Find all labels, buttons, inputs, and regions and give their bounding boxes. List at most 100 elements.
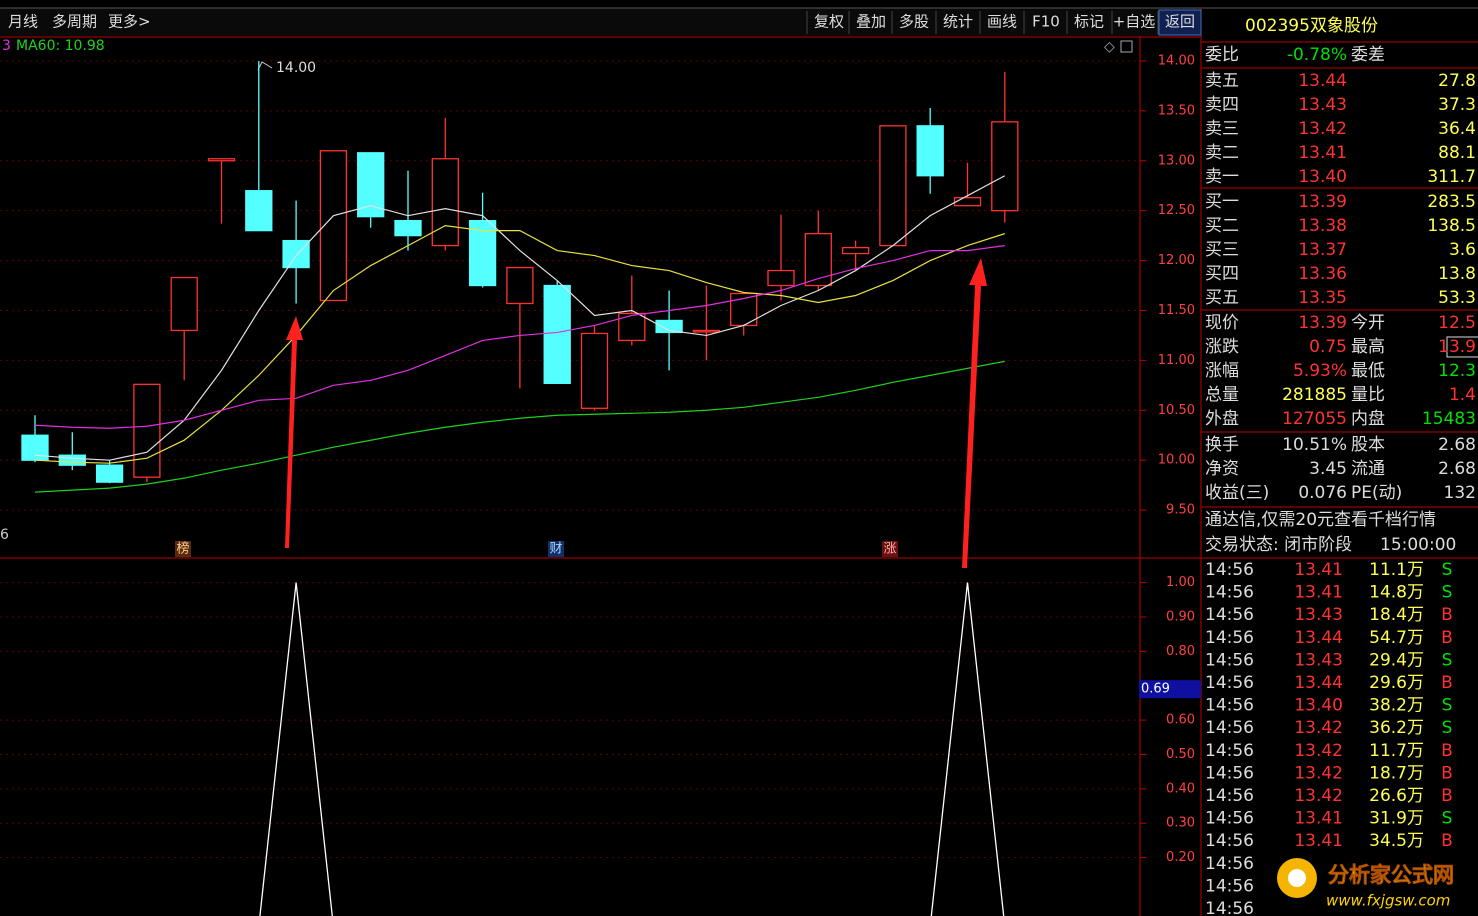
tick-price: 13.41 bbox=[1294, 560, 1343, 580]
candle-body bbox=[804, 232, 832, 287]
arrow bbox=[962, 258, 987, 568]
candle-body bbox=[431, 158, 459, 247]
fund-value: 2.68 bbox=[1438, 459, 1476, 479]
tick-side: S bbox=[1442, 560, 1453, 580]
legend-cut: 3 bbox=[2, 38, 11, 54]
y-tick-label: 0.30 bbox=[1166, 816, 1195, 831]
fund-label: 收益(三) bbox=[1205, 483, 1269, 503]
book-label: 卖五 bbox=[1205, 71, 1239, 91]
icon[interactable] bbox=[1120, 40, 1133, 53]
fund-value: 0.076 bbox=[1298, 483, 1347, 503]
y-tick-label: 11.50 bbox=[1158, 303, 1195, 318]
toolbar-button[interactable]: 返回 bbox=[1165, 13, 1195, 31]
ma-line bbox=[34, 225, 1005, 464]
tick-volume: 26.6万 bbox=[1369, 786, 1424, 806]
book-label: 卖二 bbox=[1205, 143, 1239, 163]
tick-volume: 34.5万 bbox=[1369, 831, 1424, 851]
fund-value: 2.68 bbox=[1438, 435, 1476, 455]
toolbar-button[interactable]: 多股 bbox=[899, 13, 929, 31]
ma-line bbox=[34, 175, 1006, 461]
book-price: 13.40 bbox=[1298, 167, 1347, 187]
tick-side: S bbox=[1442, 583, 1453, 603]
candle-body bbox=[468, 219, 497, 287]
stat-label: 涨幅 bbox=[1205, 361, 1239, 381]
stat-label: 最高 bbox=[1351, 337, 1385, 357]
candle-body bbox=[580, 332, 609, 409]
book-volume: 283.5 bbox=[1427, 192, 1476, 212]
toolbar-button[interactable]: 月线 bbox=[8, 13, 38, 31]
tick-price: 13.42 bbox=[1294, 786, 1343, 806]
tick-side: B bbox=[1441, 741, 1453, 761]
stat-label: 现价 bbox=[1205, 313, 1239, 333]
tick-side: S bbox=[1442, 809, 1453, 829]
candle-body bbox=[245, 190, 273, 232]
tick-volume: 18.7万 bbox=[1369, 763, 1424, 783]
candle-body bbox=[655, 319, 683, 334]
book-price: 13.38 bbox=[1298, 216, 1347, 236]
book-price: 13.36 bbox=[1298, 264, 1347, 284]
tick-side: S bbox=[1442, 650, 1453, 670]
book-volume: 88.1 bbox=[1438, 143, 1476, 163]
stat-label: 总量 bbox=[1205, 385, 1239, 405]
y-tick-label: 9.50 bbox=[1166, 503, 1195, 518]
tick-side: B bbox=[1441, 673, 1453, 693]
y-tick-label: 0.90 bbox=[1166, 609, 1195, 624]
fund-value: 132 bbox=[1444, 483, 1476, 503]
current-value: 0.69 bbox=[1141, 682, 1170, 697]
toolbar-button[interactable]: 标记 bbox=[1074, 13, 1104, 31]
tick-time: 14:56 bbox=[1205, 854, 1254, 874]
fund-label: 净资 bbox=[1205, 459, 1239, 479]
y-tick-label: 0.80 bbox=[1166, 644, 1195, 659]
book-label: 卖一 bbox=[1205, 167, 1239, 187]
candle-body bbox=[841, 246, 870, 255]
tick-volume: 38.2万 bbox=[1369, 696, 1424, 716]
y-tick-label: 0.40 bbox=[1166, 781, 1195, 796]
candle-body bbox=[95, 464, 124, 483]
stat-label: 涨跌 bbox=[1205, 337, 1239, 357]
tick-side: B bbox=[1441, 628, 1453, 648]
marker: 涨 bbox=[883, 542, 896, 557]
stat-value: 15483 bbox=[1422, 409, 1476, 429]
tick-volume: 31.9万 bbox=[1369, 809, 1424, 829]
toolbar-button[interactable]: 更多> bbox=[108, 13, 151, 31]
book-volume: 3.6 bbox=[1449, 240, 1476, 260]
stat-label: 外盘 bbox=[1205, 409, 1239, 429]
toolbar-button[interactable]: +自选 bbox=[1113, 13, 1156, 31]
candle-body bbox=[58, 454, 86, 466]
toolbar-button[interactable]: 画线 bbox=[987, 13, 1017, 31]
stat-value: 1.4 bbox=[1449, 385, 1476, 405]
toolbar-button[interactable]: 统计 bbox=[943, 13, 973, 31]
stat-value: 12.5 bbox=[1438, 313, 1476, 333]
toolbar-button[interactable]: 叠加 bbox=[856, 13, 886, 31]
y-tick-label: 12.50 bbox=[1158, 203, 1195, 218]
candle-body bbox=[916, 125, 944, 177]
label: 委差 bbox=[1351, 45, 1385, 65]
tick-volume: 14.8万 bbox=[1369, 583, 1424, 603]
candle-body bbox=[394, 219, 422, 237]
candle-body bbox=[357, 152, 385, 218]
tick-time: 14:56 bbox=[1205, 831, 1254, 851]
left-cut: 6 bbox=[0, 527, 9, 543]
y-tick-label: 0.60 bbox=[1166, 713, 1195, 728]
value: -0.78% bbox=[1287, 45, 1347, 65]
toolbar-button[interactable]: 多周期 bbox=[52, 13, 97, 31]
stat-label: 内盘 bbox=[1351, 409, 1385, 429]
toolbar-button[interactable]: 复权 bbox=[814, 13, 844, 31]
watermark-url: www.fxjgsw.com bbox=[1326, 892, 1450, 910]
tick-volume: 11.1万 bbox=[1369, 560, 1424, 580]
y-tick-label: 1.00 bbox=[1166, 575, 1195, 590]
book-volume: 53.3 bbox=[1438, 288, 1476, 308]
book-volume: 37.3 bbox=[1438, 95, 1476, 115]
watermark-name: 分析家公式网 bbox=[1328, 863, 1454, 887]
y-tick-label: 0.20 bbox=[1166, 850, 1195, 865]
toolbar-button[interactable]: F10 bbox=[1032, 13, 1060, 31]
tick-side: B bbox=[1441, 831, 1453, 851]
book-label: 卖四 bbox=[1205, 95, 1239, 115]
y-tick-label: 12.00 bbox=[1158, 253, 1195, 268]
marker-bg bbox=[175, 541, 191, 557]
stat-value: 5.93% bbox=[1293, 361, 1347, 381]
icon[interactable]: ◇ bbox=[1104, 39, 1115, 55]
book-price: 13.43 bbox=[1298, 95, 1347, 115]
tick-price: 13.42 bbox=[1294, 718, 1343, 738]
